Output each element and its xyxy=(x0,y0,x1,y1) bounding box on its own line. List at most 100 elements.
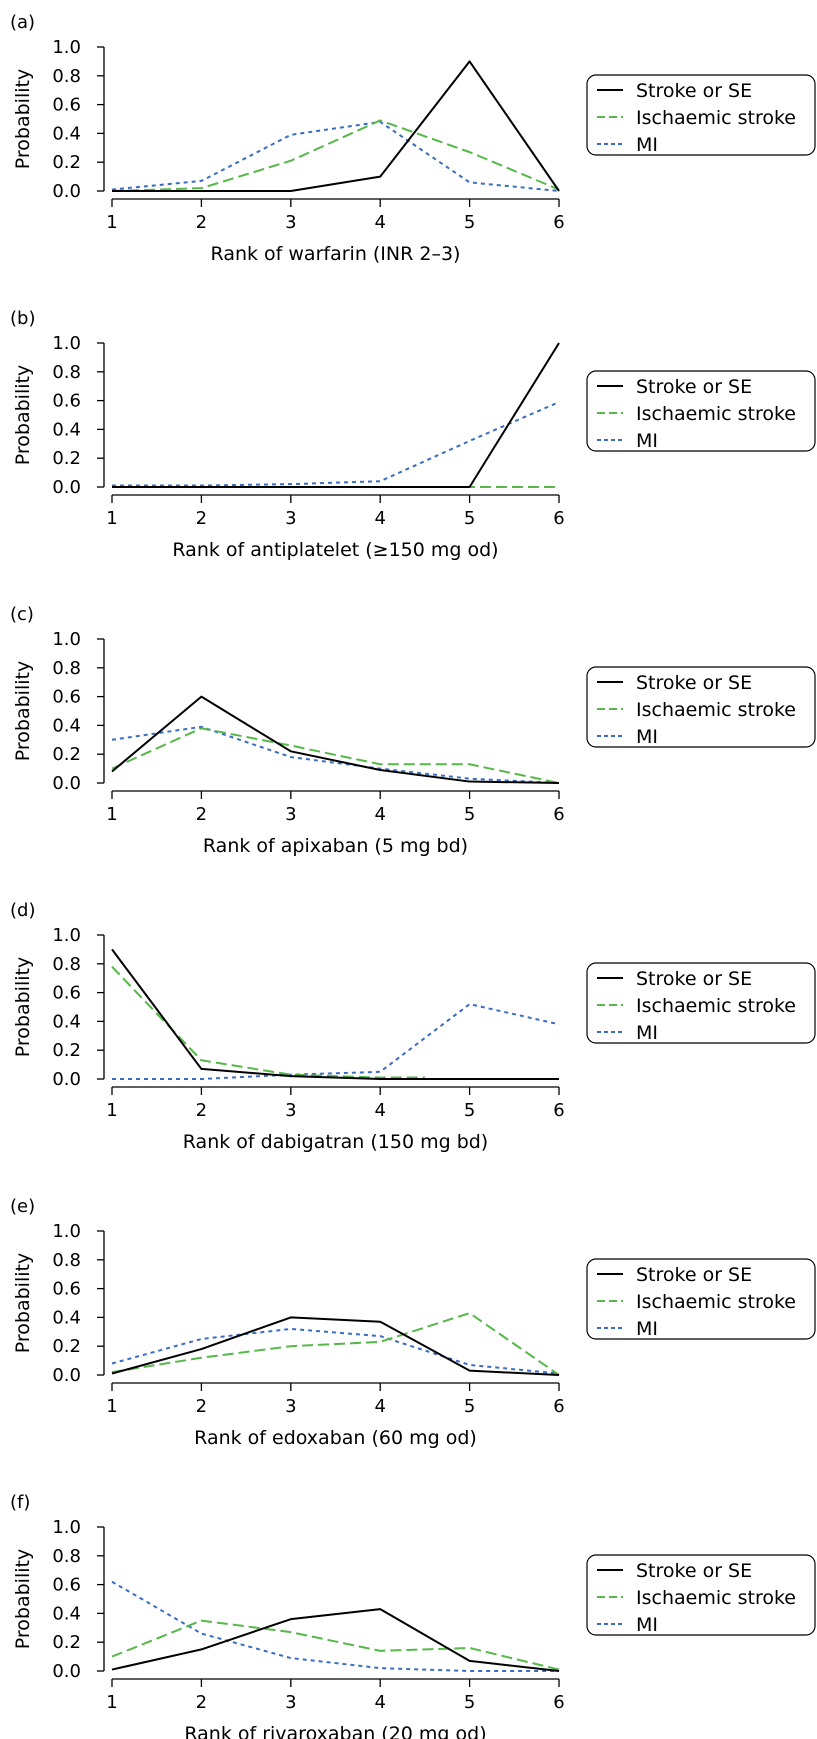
x-tick-label: 1 xyxy=(106,1100,117,1121)
panel-label: (b) xyxy=(10,308,35,329)
x-axis-label: Rank of edoxaban (60 mg od) xyxy=(194,1427,477,1449)
y-axis-label: Probability xyxy=(12,661,34,761)
x-tick-label: 3 xyxy=(285,804,296,825)
x-tick-label: 6 xyxy=(553,508,564,529)
legend-label: Ischaemic stroke xyxy=(636,403,796,425)
legend-label: MI xyxy=(636,1614,658,1636)
series-line-ischaemic-stroke xyxy=(111,1619,560,1671)
x-tick-label: 6 xyxy=(553,1100,564,1121)
x-tick-label: 4 xyxy=(374,508,385,529)
legend-box xyxy=(586,666,816,748)
y-tick-label: 0.4 xyxy=(52,1307,81,1328)
series-line-mi xyxy=(112,401,560,487)
panel-label: (c) xyxy=(10,604,34,625)
legend-box xyxy=(586,1554,816,1636)
x-tick-label: 5 xyxy=(464,212,475,233)
x-tick-label: 6 xyxy=(553,1692,564,1713)
legend-label: MI xyxy=(636,1022,658,1044)
y-tick-label: 0.8 xyxy=(52,66,81,87)
y-tick-label: 0.2 xyxy=(52,1336,81,1357)
legend-label: Stroke or SE xyxy=(636,672,752,694)
chart-panel: (a) 0.0 0.2 0.4 0.6 0.8 1.0 Probability 1 2 3 4 5 6 Ra… xyxy=(10,12,816,265)
y-tick-label: 0.2 xyxy=(52,152,81,173)
y-tick-label: 0.6 xyxy=(52,391,81,412)
series-line-stroke-or-se xyxy=(111,695,560,784)
y-tick-label: 0.6 xyxy=(52,687,81,708)
panel-label: (f) xyxy=(10,1492,30,1513)
x-tick-label: 2 xyxy=(196,508,207,529)
series-line-mi xyxy=(111,120,560,192)
x-tick-label: 6 xyxy=(553,1396,564,1417)
y-axis-label: Probability xyxy=(12,1253,34,1353)
y-tick-label: 0.6 xyxy=(52,1279,81,1300)
series-line-stroke-or-se xyxy=(111,1316,560,1376)
legend-label: MI xyxy=(636,1318,658,1340)
y-axis-label: Probability xyxy=(12,957,34,1057)
legend-label: Ischaemic stroke xyxy=(636,107,796,129)
series-line-stroke-or-se xyxy=(111,1608,560,1672)
series-line-stroke-or-se xyxy=(112,60,560,192)
x-tick-label: 5 xyxy=(464,1396,475,1417)
y-tick-label: 0.2 xyxy=(52,448,81,469)
legend-box xyxy=(586,962,816,1044)
x-tick-label: 3 xyxy=(285,1100,296,1121)
x-tick-label: 3 xyxy=(285,1396,296,1417)
y-tick-label: 1.0 xyxy=(52,333,81,354)
y-axis-label: Probability xyxy=(12,365,34,465)
x-axis-label: Rank of warfarin (INR 2–3) xyxy=(211,243,461,265)
series-line-ischaemic-stroke xyxy=(111,119,560,192)
x-axis-label: Rank of apixaban (5 mg bd) xyxy=(203,835,468,857)
series-line-ischaemic-stroke xyxy=(111,727,560,784)
x-tick-label: 4 xyxy=(374,212,385,233)
y-tick-label: 0.4 xyxy=(52,419,81,440)
legend-box xyxy=(586,74,816,156)
series-line-mi xyxy=(111,725,560,784)
legend-label: Stroke or SE xyxy=(636,1264,752,1286)
legend-label: MI xyxy=(636,430,658,452)
x-tick-label: 1 xyxy=(106,804,117,825)
x-tick-label: 2 xyxy=(196,212,207,233)
y-tick-label: 0.4 xyxy=(52,715,81,736)
legend-label: Ischaemic stroke xyxy=(636,995,796,1017)
legend-label: Stroke or SE xyxy=(636,376,752,398)
y-tick-label: 0.8 xyxy=(52,362,81,383)
y-tick-label: 0.4 xyxy=(52,1011,81,1032)
x-tick-label: 4 xyxy=(374,1692,385,1713)
y-tick-label: 0.2 xyxy=(52,1040,81,1061)
y-tick-label: 0.0 xyxy=(52,773,81,794)
legend-label: Stroke or SE xyxy=(636,80,752,102)
x-tick-label: 5 xyxy=(464,1100,475,1121)
x-tick-label: 4 xyxy=(374,1100,385,1121)
y-tick-label: 0.4 xyxy=(52,1603,81,1624)
x-tick-label: 2 xyxy=(196,804,207,825)
legend-label: Stroke or SE xyxy=(636,1560,752,1582)
y-tick-label: 1.0 xyxy=(52,629,81,650)
series-line-mi xyxy=(111,1327,560,1375)
x-tick-label: 3 xyxy=(285,1692,296,1713)
y-tick-label: 0.0 xyxy=(52,1069,81,1090)
chart-panel: (d) 0.0 0.2 0.4 0.6 0.8 1.0 Probability 1 2 3 4 5 6 Ra… xyxy=(10,900,816,1153)
legend-label: Ischaemic stroke xyxy=(636,1587,796,1609)
series-line-ischaemic-stroke xyxy=(111,965,425,1079)
x-tick-label: 2 xyxy=(196,1692,207,1713)
y-tick-label: 0.8 xyxy=(52,1546,81,1567)
y-tick-label: 0.4 xyxy=(52,123,81,144)
legend-box xyxy=(586,370,816,452)
x-axis-label: Rank of dabigatran (150 mg bd) xyxy=(183,1131,488,1153)
y-tick-label: 0.8 xyxy=(52,658,81,679)
x-axis-label: Rank of antiplatelet (≥150 mg od) xyxy=(172,539,498,561)
series-line-stroke-or-se xyxy=(112,342,560,488)
y-tick-label: 0.6 xyxy=(52,95,81,116)
series-line-mi xyxy=(111,1580,559,1672)
y-tick-label: 1.0 xyxy=(52,1517,81,1538)
legend-label: Ischaemic stroke xyxy=(636,1291,796,1313)
y-tick-label: 1.0 xyxy=(52,1221,81,1242)
x-tick-label: 5 xyxy=(464,508,475,529)
y-tick-label: 0.0 xyxy=(52,1661,81,1682)
y-tick-label: 1.0 xyxy=(52,925,81,946)
series-line-mi xyxy=(112,1003,560,1080)
chart-panel: (f) 0.0 0.2 0.4 0.6 0.8 1.0 Probability 1 2 3 4 5 6 Ra… xyxy=(10,1492,816,1739)
legend-label: MI xyxy=(636,134,658,156)
x-tick-label: 1 xyxy=(106,1692,117,1713)
